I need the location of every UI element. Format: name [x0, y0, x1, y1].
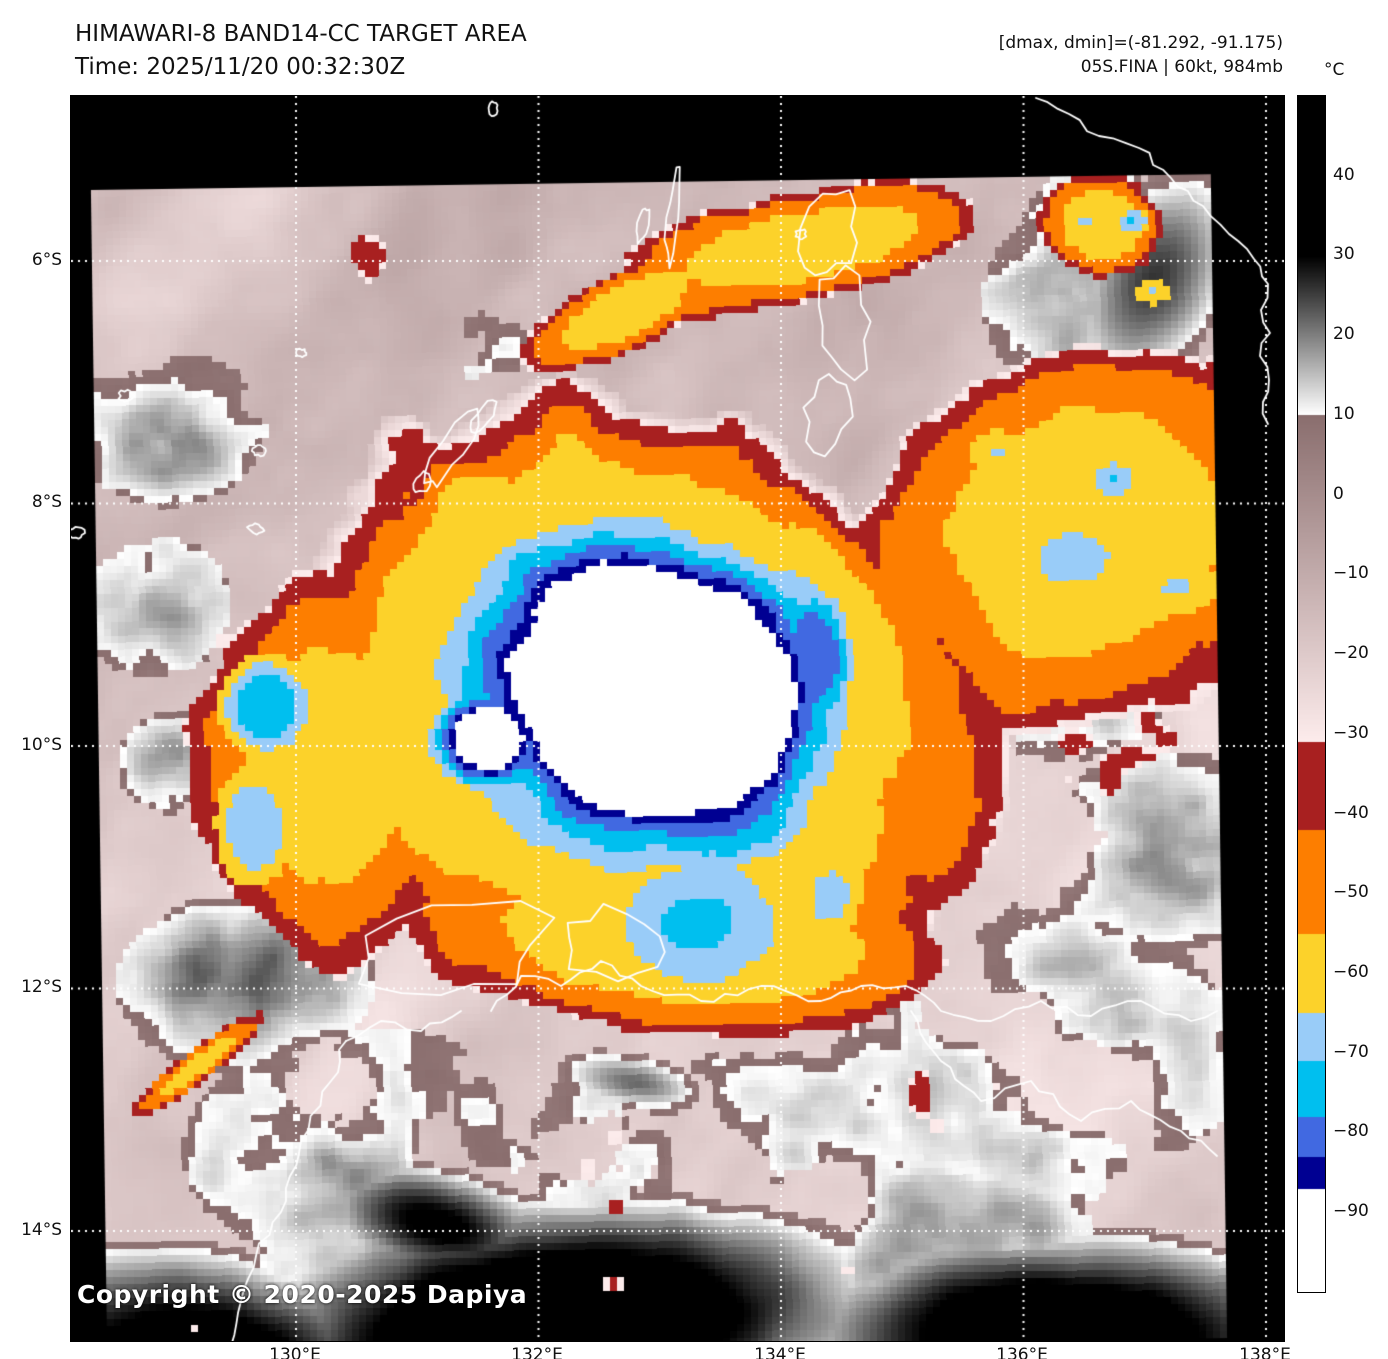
copyright-watermark: Copyright © 2020-2025 Dapiya: [77, 1280, 528, 1309]
product-title: HIMAWARI-8 BAND14-CC TARGET AREA: [75, 21, 527, 47]
longitude-tick-label: 136°E: [996, 1345, 1048, 1359]
latitude-tick-label: 12°S: [21, 977, 62, 997]
colorbar-gradient-canvas: [1298, 96, 1325, 1292]
storm-id-readout: 05S.FINA | 60kt, 984mb: [1080, 57, 1283, 77]
colorbar-tick-label: −90: [1333, 1201, 1369, 1221]
annotation-block: [dmax, dmin]=(-81.292, -91.175) 05S.FINA…: [999, 31, 1283, 79]
latitude-tick-label: 6°S: [31, 250, 62, 270]
longitude-tick-label: 134°E: [754, 1345, 806, 1359]
dmax-dmin-readout: [dmax, dmin]=(-81.292, -91.175): [998, 33, 1283, 53]
colorbar-tick-label: −70: [1333, 1042, 1369, 1062]
colorbar-tick-label: −80: [1333, 1121, 1369, 1141]
colorbar-tick-label: −20: [1333, 643, 1369, 663]
colorbar-tick-label: −50: [1333, 882, 1369, 902]
product-time: Time: 2025/11/20 00:32:30Z: [75, 54, 406, 80]
colorbar-tick-label: −10: [1333, 563, 1369, 583]
colorbar-tick-label: 20: [1333, 324, 1355, 344]
colorbar-tick-labels: 40 30 20 10 0 −10 −20 −30 −40 −50 −60 −7…: [1333, 95, 1387, 1291]
longitude-tick-label: 132°E: [511, 1345, 563, 1359]
longitude-tick-label: 138°E: [1239, 1345, 1291, 1359]
colorbar-tick-label: −40: [1333, 803, 1369, 823]
colorbar-tick-label: 40: [1333, 165, 1355, 185]
latitude-tick-label: 8°S: [31, 492, 62, 512]
colorbar-tick-label: 0: [1333, 484, 1344, 504]
longitude-tick-label: 130°E: [269, 1345, 321, 1359]
colorbar-tick-label: 30: [1333, 244, 1355, 264]
longitude-axis: 130°E 132°E 134°E 136°E 138°E: [70, 1344, 1291, 1359]
map-plot-area: Copyright © 2020-2025 Dapiya: [70, 95, 1285, 1342]
title-block: HIMAWARI-8 BAND14-CC TARGET AREA Time: 2…: [75, 18, 527, 84]
latitude-tick-label: 10°S: [21, 735, 62, 755]
latitude-axis: 6°S 8°S 10°S 12°S 14°S: [0, 95, 64, 1340]
satellite-image-canvas: [71, 96, 1284, 1341]
colorbar: [1297, 95, 1326, 1293]
colorbar-tick-label: −30: [1333, 723, 1369, 743]
colorbar-tick-label: −60: [1333, 962, 1369, 982]
colorbar-unit-label: °C: [1324, 60, 1345, 80]
colorbar-tick-label: 10: [1333, 404, 1355, 424]
latitude-tick-label: 14°S: [21, 1220, 62, 1240]
